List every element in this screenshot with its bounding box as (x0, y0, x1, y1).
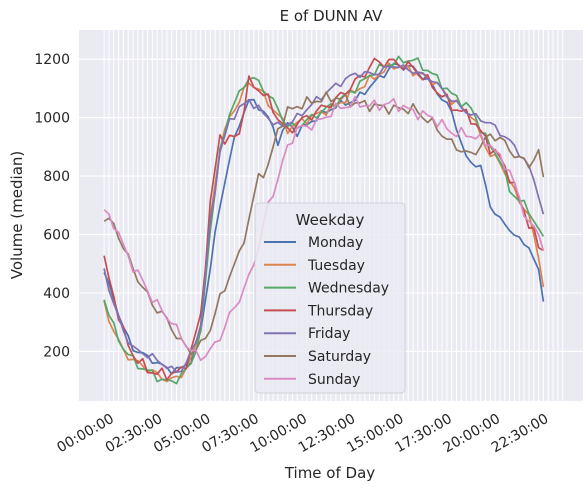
chart-title: E of DUNN AV (280, 7, 384, 25)
series-line-tuesday (103, 62, 545, 383)
legend-label: Monday (308, 235, 363, 251)
legend-title: Weekday (296, 211, 365, 229)
y-tick-label: 200 (43, 344, 70, 360)
x-tick-labels: 00:00:0002:30:0005:00:0007:30:0010:00:00… (54, 411, 551, 456)
legend-label: Tuesday (307, 258, 365, 274)
y-tick-label: 1000 (34, 111, 70, 127)
series-lines (103, 55, 545, 385)
series-line-thursday (103, 57, 544, 381)
series-line-sunday (103, 96, 545, 362)
y-tick-label: 800 (43, 169, 70, 185)
series-line-wednesday (103, 55, 545, 385)
legend-label: Friday (308, 326, 350, 342)
x-axis-title: Time of Day (284, 464, 375, 482)
legend-label: Thursday (307, 303, 373, 319)
y-tick-label: 1200 (34, 52, 70, 68)
legend-label: Sunday (308, 372, 360, 388)
legend-label: Saturday (308, 349, 371, 365)
y-tick-label: 400 (43, 286, 70, 302)
legend-label: Wednesday (308, 281, 389, 297)
y-tick-labels: 200 400 600 800 1000 1200 (34, 52, 70, 360)
legend: Weekday Monday Tuesday Wednesday Thursday Fr… (254, 202, 406, 394)
series-line-saturday (103, 91, 545, 355)
legend-items: Monday Tuesday Wednesday Thursday Friday Satu… (264, 235, 389, 388)
series-line-monday (103, 62, 545, 375)
y-tick-label: 600 (43, 227, 70, 243)
y-axis-title: Volume (median) (8, 151, 26, 280)
legend-box (254, 202, 406, 394)
